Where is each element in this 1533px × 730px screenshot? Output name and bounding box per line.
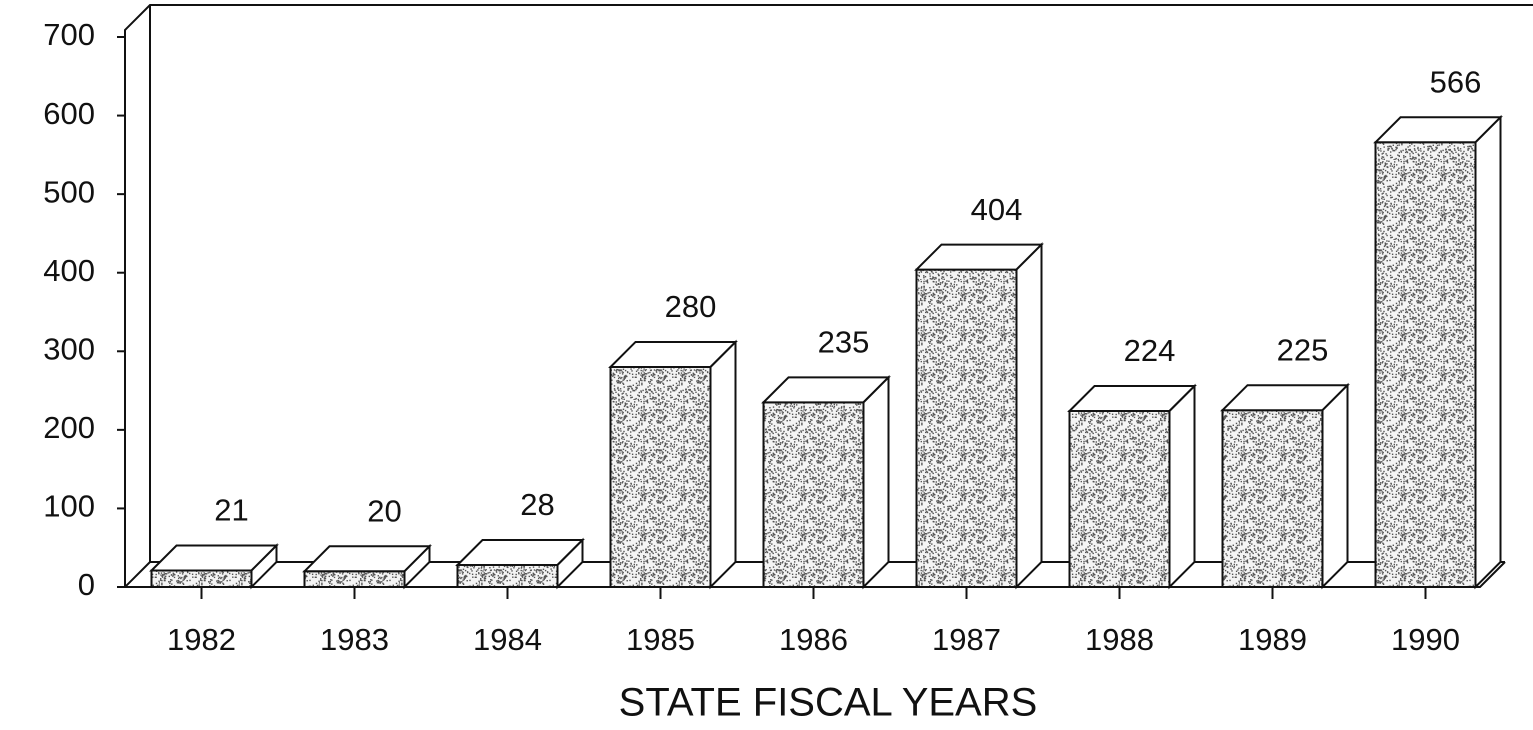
x-tick-label: 1987 xyxy=(932,622,1001,657)
bar-side xyxy=(403,543,431,590)
bar-side xyxy=(709,339,737,590)
bar-front xyxy=(1374,141,1477,589)
value-label: 404 xyxy=(971,192,1023,227)
y-tick-label: 0 xyxy=(78,567,95,602)
bar-side xyxy=(1015,242,1043,590)
x-tick-label: 1989 xyxy=(1238,622,1307,657)
x-tick-label: 1990 xyxy=(1391,622,1460,657)
value-label: 235 xyxy=(818,325,870,360)
bar-side xyxy=(1474,114,1502,590)
y-tick-label: 300 xyxy=(43,331,95,366)
x-axis-title: STATE FISCAL YEARS xyxy=(619,681,1038,725)
value-label: 225 xyxy=(1277,332,1329,367)
y-tick-label: 700 xyxy=(43,17,95,52)
bar-side xyxy=(862,374,890,590)
x-tick-label: 1983 xyxy=(320,622,389,657)
bar-front xyxy=(303,570,406,588)
bar-front xyxy=(1221,409,1324,589)
value-label: 28 xyxy=(520,487,554,522)
bar-front xyxy=(762,401,865,588)
bar-side xyxy=(556,537,584,590)
bar-front xyxy=(456,564,559,588)
x-tick-label: 1985 xyxy=(626,622,695,657)
value-label: 20 xyxy=(367,493,401,528)
value-label: 566 xyxy=(1430,64,1482,99)
bar-side xyxy=(1321,382,1349,590)
y-tick-label: 400 xyxy=(43,253,95,288)
chart-frame xyxy=(124,4,1533,588)
value-label: 224 xyxy=(1124,333,1176,368)
bar-front xyxy=(150,569,253,588)
y-tick-label: 200 xyxy=(43,410,95,445)
bar-front xyxy=(915,268,1018,588)
value-label: 280 xyxy=(665,289,717,324)
y-tick-label: 500 xyxy=(43,174,95,209)
bar-front xyxy=(609,366,712,588)
bar-front xyxy=(1068,410,1171,588)
bar-side xyxy=(1168,383,1196,590)
y-tick-label: 600 xyxy=(43,96,95,131)
x-tick-label: 1984 xyxy=(473,622,542,657)
x-tick-label: 1986 xyxy=(779,622,848,657)
y-tick-label: 100 xyxy=(43,489,95,524)
bar-side xyxy=(250,543,278,590)
value-label: 21 xyxy=(214,493,248,528)
x-tick-label: 1982 xyxy=(167,622,236,657)
x-tick-label: 1988 xyxy=(1085,622,1154,657)
